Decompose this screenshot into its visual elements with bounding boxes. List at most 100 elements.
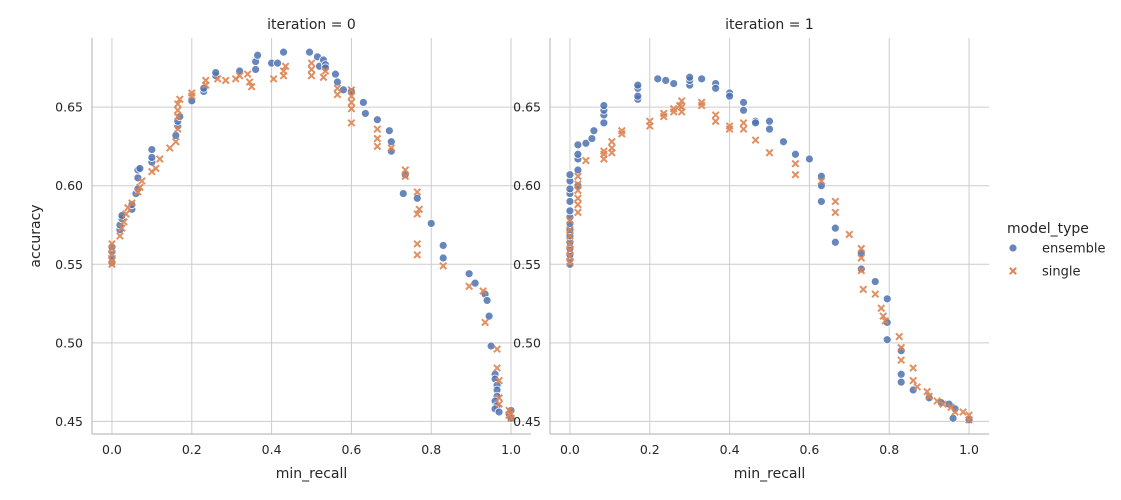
data-point-ensemble bbox=[438, 241, 448, 250]
y-tick-label: 0.65 bbox=[55, 100, 83, 115]
data-point-ensemble bbox=[739, 105, 748, 115]
data-point-single bbox=[909, 376, 918, 385]
data-point-single bbox=[495, 393, 503, 402]
data-point-single bbox=[857, 266, 866, 275]
data-point-single bbox=[122, 210, 130, 218]
data-point-single bbox=[373, 134, 382, 143]
data-point-single bbox=[118, 224, 126, 233]
data-point-single bbox=[333, 84, 342, 93]
x-tick-label: 1.0 bbox=[959, 442, 979, 457]
y-tick-label: 0.55 bbox=[55, 257, 83, 272]
data-point-single bbox=[857, 244, 866, 253]
data-point-ensemble bbox=[279, 47, 288, 57]
data-point-ensemble bbox=[484, 311, 494, 321]
y-tick-label: 0.45 bbox=[55, 414, 83, 429]
data-point-single bbox=[566, 232, 574, 240]
data-point-ensemble bbox=[587, 134, 597, 143]
series-ensemble bbox=[107, 47, 516, 423]
data-point-single bbox=[909, 364, 918, 372]
data-point-single bbox=[413, 250, 422, 259]
data-point-single bbox=[108, 257, 116, 266]
data-point-single bbox=[711, 117, 720, 126]
data-point-ensemble bbox=[384, 126, 394, 136]
data-point-single bbox=[201, 76, 210, 85]
data-point-ensemble bbox=[581, 138, 591, 148]
data-point-single bbox=[925, 392, 934, 401]
data-point-single bbox=[247, 82, 256, 91]
data-point-ensemble bbox=[765, 124, 774, 134]
data-point-single bbox=[413, 239, 422, 248]
data-point-single bbox=[566, 225, 574, 234]
data-point-single bbox=[607, 137, 616, 146]
data-point-single bbox=[791, 170, 800, 179]
data-point-single bbox=[607, 144, 616, 152]
data-point-ensemble bbox=[633, 80, 643, 90]
data-point-single bbox=[373, 142, 382, 151]
data-point-single bbox=[669, 104, 678, 113]
x-tick-label: 1.0 bbox=[501, 442, 521, 457]
data-point-single bbox=[401, 166, 410, 174]
data-point-single bbox=[877, 304, 886, 313]
data-point-single bbox=[171, 137, 180, 146]
data-point-single bbox=[108, 239, 116, 248]
data-point-ensemble bbox=[739, 98, 748, 107]
data-point-single bbox=[951, 408, 959, 416]
legend-ensemble-marker-icon bbox=[1008, 243, 1018, 253]
data-point-single bbox=[582, 156, 590, 165]
data-point-single bbox=[831, 208, 840, 217]
data-point-ensemble bbox=[791, 149, 800, 159]
data-point-single bbox=[739, 125, 748, 134]
data-point-single bbox=[739, 118, 748, 127]
data-point-single bbox=[845, 230, 854, 239]
data-point-ensemble bbox=[211, 68, 221, 77]
data-point-single bbox=[108, 250, 116, 259]
data-point-ensemble bbox=[273, 58, 282, 68]
data-point-ensemble bbox=[653, 74, 663, 84]
data-point-ensemble bbox=[573, 165, 583, 175]
data-point-ensemble bbox=[633, 91, 643, 101]
data-point-single bbox=[245, 78, 254, 86]
x-tick-label: 0.6 bbox=[341, 442, 361, 457]
data-point-single bbox=[725, 122, 734, 130]
data-point-single bbox=[493, 364, 501, 372]
data-point-single bbox=[765, 148, 774, 157]
data-point-single bbox=[959, 408, 967, 416]
data-point-single bbox=[133, 188, 142, 196]
data-point-ensemble bbox=[669, 79, 679, 88]
data-point-ensemble bbox=[589, 126, 599, 136]
data-point-single bbox=[507, 409, 515, 418]
data-point-single bbox=[939, 400, 948, 409]
data-point-single bbox=[243, 70, 252, 79]
data-point-ensemble bbox=[331, 69, 340, 79]
data-point-ensemble bbox=[896, 369, 906, 379]
legend: model_type ensemble single bbox=[1007, 221, 1106, 280]
data-point-ensemble bbox=[573, 140, 583, 150]
data-point-ensemble bbox=[948, 413, 958, 423]
data-point-ensemble bbox=[386, 137, 396, 147]
data-point-single bbox=[307, 71, 316, 80]
data-point-single bbox=[413, 188, 422, 196]
data-point-single bbox=[879, 312, 888, 321]
data-point-single bbox=[859, 285, 868, 294]
data-point-ensemble bbox=[830, 223, 840, 233]
data-point-single bbox=[751, 136, 760, 145]
data-point-ensemble bbox=[896, 377, 906, 387]
data-point-single bbox=[493, 345, 501, 354]
data-point-single bbox=[401, 172, 410, 181]
x-tick-label: 0.2 bbox=[640, 442, 660, 457]
data-point-single bbox=[933, 397, 942, 405]
data-point-ensemble bbox=[147, 153, 157, 162]
data-point-single bbox=[599, 147, 608, 156]
legend-label-ensemble: ensemble bbox=[1042, 242, 1106, 257]
legend-title: model_type bbox=[1007, 221, 1089, 237]
data-point-ensemble bbox=[438, 253, 448, 263]
x-tick-label: 0.8 bbox=[879, 442, 899, 457]
data-point-single bbox=[213, 74, 222, 83]
data-point-ensemble bbox=[599, 118, 609, 128]
data-point-single bbox=[857, 254, 866, 262]
data-point-single bbox=[347, 104, 356, 113]
data-point-ensemble bbox=[751, 118, 760, 128]
data-point-single bbox=[895, 332, 904, 341]
data-point-ensemble bbox=[147, 145, 157, 154]
data-point-single bbox=[187, 89, 196, 97]
